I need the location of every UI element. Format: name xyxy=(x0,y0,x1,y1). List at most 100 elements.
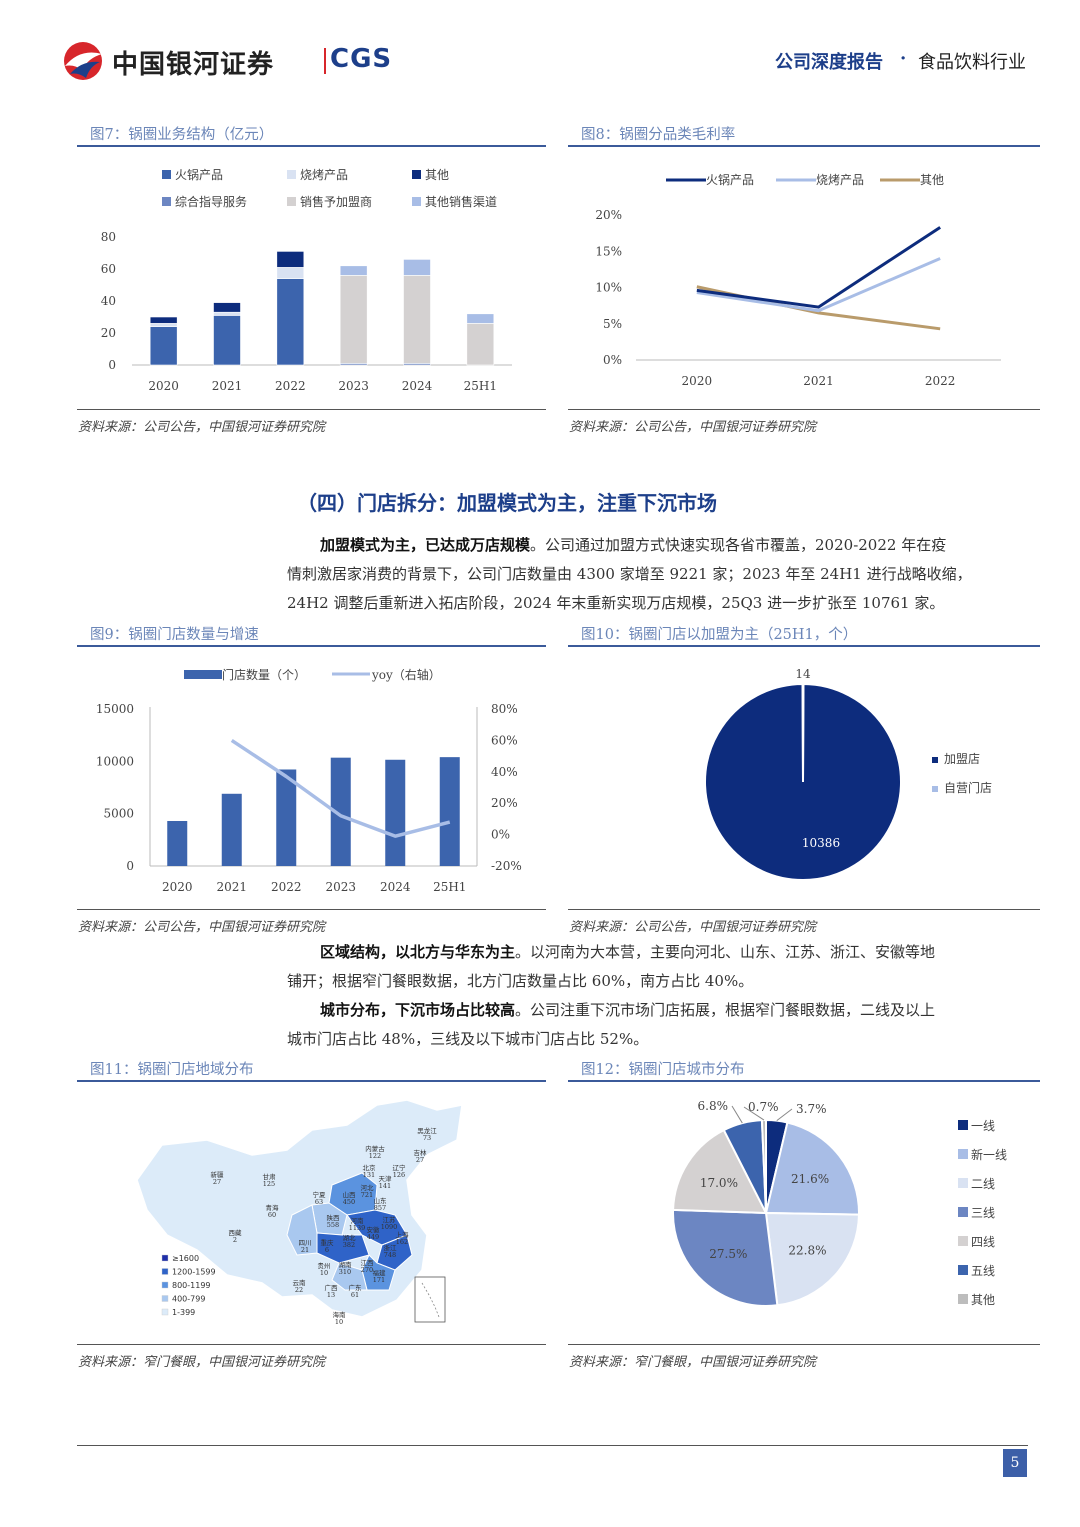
map-province-name: 安徽 xyxy=(367,1225,381,1234)
south-sea-inset xyxy=(414,1276,446,1323)
fig12-value-label: 21.6% xyxy=(791,1172,829,1186)
map-province-name: 海南 xyxy=(333,1310,347,1319)
fig10-top-rule xyxy=(568,645,1040,647)
map-province-value: 6 xyxy=(325,1246,329,1254)
map-province-value: 122 xyxy=(369,1152,381,1160)
fig12-pie-slice xyxy=(764,1211,861,1307)
map-province-value: 450 xyxy=(343,1198,355,1206)
map-province-name: 西藏 xyxy=(229,1228,243,1237)
map-province-value: 21 xyxy=(301,1246,309,1254)
map-province-name: 山西 xyxy=(343,1190,357,1199)
logo-cn: 中国银河证券 xyxy=(112,50,275,80)
report-type: 公司深度报告 xyxy=(775,52,883,73)
section-title: （四）门店拆分：加盟模式为主，注重下沉市场 xyxy=(297,491,717,515)
fig9-bar xyxy=(385,759,406,866)
map-province-value: 1090 xyxy=(381,1223,398,1231)
fig9-bottom-rule xyxy=(77,909,546,910)
map-legend-swatch xyxy=(161,1308,169,1316)
fig9-ytick-right: 20% xyxy=(491,796,518,810)
fig8-series-line xyxy=(696,257,941,313)
p1-line2: 情刺激居家消费的背景下，公司门店数量由 4300 家增至 9221 家；2023… xyxy=(287,565,972,583)
fig12-pie-slice xyxy=(672,1128,768,1215)
fig7-legend-swatch xyxy=(162,197,171,206)
fig10-title: 图10：锅圈门店以加盟为主（25H1，个） xyxy=(581,627,858,643)
fig12-value-label: 27.5% xyxy=(709,1247,747,1261)
fig9-bar xyxy=(439,757,460,866)
fig9-top-rule xyxy=(77,645,546,647)
fig7-bar-segment xyxy=(466,313,495,324)
fig12-legend-label: 三线 xyxy=(971,1206,995,1220)
map-legend-swatch xyxy=(161,1295,169,1302)
fig8-legend-label: 烧烤产品 xyxy=(816,172,864,187)
fig7-legend-label: 火锅产品 xyxy=(175,167,223,182)
fig12-legend-label: 五线 xyxy=(971,1264,995,1278)
fig9-yoy-line xyxy=(230,738,451,838)
map-province-name: 辽宁 xyxy=(393,1163,407,1172)
fig7-ytick: 80 xyxy=(101,230,116,244)
map-legend-label: 800-1199 xyxy=(172,1281,211,1290)
map-province-value: 61 xyxy=(351,1291,359,1299)
p3-bold: 城市分布，下沉市场占比较高 xyxy=(320,1001,516,1019)
logo-en: CGS xyxy=(330,44,393,74)
fig7-legend-swatch xyxy=(287,170,296,179)
fig8-ytick: 15% xyxy=(595,244,622,258)
map-province-name: 河北 xyxy=(361,1184,375,1192)
map-province-name: 重庆 xyxy=(321,1238,335,1247)
fig8-ytick: 0% xyxy=(603,353,622,367)
fig9-xtick: 2021 xyxy=(216,880,247,894)
fig12-pie-slice xyxy=(672,1208,779,1307)
fig7-source: 资料来源：公司公告，中国银河证券研究院 xyxy=(78,420,326,435)
map-province-value: 126 xyxy=(393,1171,405,1179)
fig10-value-label: 10386 xyxy=(802,836,840,850)
map-province-name: 江西 xyxy=(361,1259,375,1267)
fig7-legend-swatch xyxy=(412,197,421,206)
fig8-xtick: 2021 xyxy=(803,374,834,388)
fig9-ytick-right: 0% xyxy=(491,828,510,842)
fig12-top-rule xyxy=(568,1080,1040,1082)
map-province-value: 748 xyxy=(384,1251,396,1259)
map-province-name: 黑龙江 xyxy=(417,1126,437,1135)
cgs-logo-icon xyxy=(64,42,102,80)
fig12-leader-line xyxy=(731,1105,743,1124)
fig9-ytick-right: -20% xyxy=(491,859,522,873)
fig8-ytick: 20% xyxy=(595,208,622,222)
p3-line2: 城市门店占比 48%，三线及以下城市门店占比 52%。 xyxy=(287,1030,649,1048)
fig12-value-label: 3.7% xyxy=(796,1102,827,1116)
map-province-value: 10 xyxy=(320,1269,328,1277)
fig9-ytick-right: 80% xyxy=(491,702,518,716)
fig10-source: 资料来源：公司公告，中国银河证券研究院 xyxy=(569,920,817,935)
fig7-bar-segment xyxy=(213,302,241,313)
fig7-legend-label: 销售予加盟商 xyxy=(300,194,372,209)
map-legend-swatch xyxy=(161,1268,169,1275)
map-province-name: 宁夏 xyxy=(313,1190,327,1199)
fig10-bottom-rule xyxy=(568,909,1040,910)
map-province-name: 贵州 xyxy=(318,1261,331,1270)
fig9-ytick-left: 15000 xyxy=(96,702,134,716)
fig7-xtick: 2021 xyxy=(212,379,243,393)
south-sea-line xyxy=(421,1282,440,1318)
map-province-value: 131 xyxy=(363,1171,375,1179)
p1-line1: 加盟模式为主，已达成万店规模。公司通过加盟方式快速实现各省市覆盖，2020-20… xyxy=(320,536,947,554)
fig7-bar-segment xyxy=(276,278,305,366)
fig12-legend-swatch xyxy=(958,1207,968,1217)
map-legend-label: 400-799 xyxy=(172,1295,205,1304)
map-province-value: 73 xyxy=(423,1134,431,1142)
header-dot: · xyxy=(900,48,907,69)
map-province-value: 10 xyxy=(335,1318,343,1326)
fig10-pie-slice xyxy=(704,682,902,881)
fig12-legend-swatch xyxy=(958,1236,968,1246)
map-province-value: 162 xyxy=(396,1238,408,1246)
fig7-bar-segment xyxy=(213,315,241,366)
map-region xyxy=(376,1234,413,1271)
map-province-value: 558 xyxy=(327,1221,339,1229)
fig11-title: 图11：锅圈门店地域分布 xyxy=(90,1062,254,1078)
fig12-value-label: 22.8% xyxy=(788,1243,826,1257)
p1-bold: 加盟模式为主，已达成万店规模 xyxy=(320,536,531,554)
fig12-legend-swatch xyxy=(958,1294,968,1304)
fig7-ytick: 0 xyxy=(108,358,116,372)
fig9-ytick-left: 10000 xyxy=(96,754,134,768)
fig7-bar-segment xyxy=(149,323,178,327)
page-number: 5 xyxy=(1003,1449,1027,1477)
